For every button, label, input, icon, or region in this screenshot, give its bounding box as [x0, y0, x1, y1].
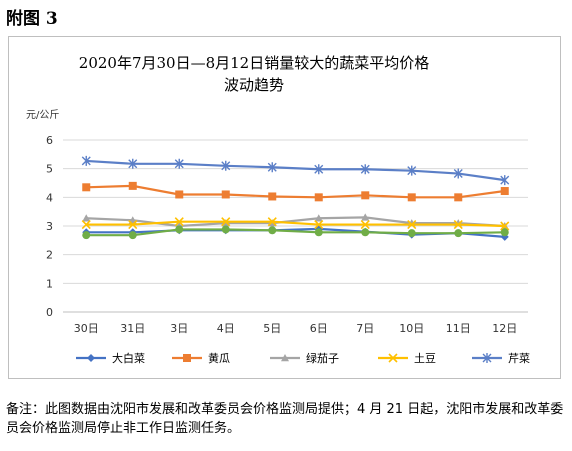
legend-item: 大白菜	[76, 351, 145, 365]
legend-label: 土豆	[414, 352, 436, 365]
data-point	[221, 190, 230, 199]
data-point	[268, 192, 277, 201]
series-triangle	[82, 213, 509, 230]
data-point	[82, 183, 91, 192]
x-tick-label: 5日	[263, 322, 281, 335]
data-point	[314, 164, 324, 175]
data-point	[453, 220, 463, 230]
data-point	[81, 155, 91, 166]
series-lines	[81, 155, 510, 241]
figure-label: 附图 3	[6, 9, 58, 29]
y-tick-label: 2	[46, 249, 53, 262]
y-tick-labels: 0 1 2 3 4 5 6	[46, 134, 53, 319]
legend-label: 黄瓜	[208, 351, 230, 365]
x-tick-label: 4日	[217, 322, 235, 335]
data-point	[314, 228, 323, 237]
x-tick-label: 30日	[74, 322, 99, 335]
data-point	[454, 193, 463, 202]
data-point	[128, 220, 138, 230]
legend-label: 芹菜	[508, 352, 530, 365]
legend-label: 大白菜	[112, 351, 145, 365]
x-tick-label: 12日	[492, 322, 517, 335]
series-x	[81, 217, 510, 231]
data-point	[128, 231, 137, 240]
legend-marker	[87, 354, 95, 362]
data-point	[221, 160, 231, 171]
data-point	[267, 217, 277, 227]
legend: 大白菜黄瓜绿茄子土豆芹菜圆葱	[76, 351, 530, 365]
price-line-chart: 2020年7月30日—8月12日销量较大的蔬菜平均价格 波动趋势 元/公斤 0 1…	[26, 54, 530, 365]
data-point	[175, 190, 184, 199]
series-line	[86, 228, 505, 237]
data-point	[360, 164, 370, 175]
legend-item: 土豆	[378, 352, 436, 365]
y-tick-label: 4	[46, 191, 53, 204]
x-tick-label: 7日	[356, 322, 374, 335]
data-point	[361, 228, 370, 237]
data-point	[314, 193, 323, 202]
data-point	[407, 229, 416, 238]
data-point	[81, 220, 91, 230]
data-point	[221, 217, 231, 227]
data-point	[360, 220, 370, 230]
chart-frame	[8, 36, 561, 379]
y-tick-label: 6	[46, 134, 53, 147]
data-point	[500, 175, 510, 186]
series-line	[86, 159, 505, 182]
series-line	[86, 184, 505, 199]
data-point	[267, 162, 277, 173]
legend-marker	[388, 353, 398, 363]
data-point	[221, 225, 230, 234]
legend-label: 绿茄子	[306, 351, 339, 365]
data-point	[500, 228, 509, 237]
y-tick-label: 1	[46, 277, 53, 290]
y-axis-unit-label: 元/公斤	[26, 109, 59, 121]
data-point	[500, 221, 510, 231]
data-point	[314, 220, 324, 230]
legend-marker	[482, 353, 492, 363]
x-tick-label: 6日	[310, 322, 328, 335]
y-tick-label: 5	[46, 163, 53, 176]
x-tick-label: 3日	[170, 322, 188, 335]
data-point	[82, 231, 91, 240]
series-square	[82, 181, 509, 202]
x-tick-label: 31日	[120, 322, 145, 335]
data-point	[407, 220, 417, 230]
chart-title-line2: 波动趋势	[224, 76, 284, 94]
data-point	[268, 226, 277, 235]
y-tick-label: 3	[46, 220, 53, 233]
series-circle	[82, 225, 509, 240]
data-point	[454, 229, 463, 238]
series-star	[81, 155, 510, 186]
chart-title-line1: 2020年7月30日—8月12日销量较大的蔬菜平均价格	[79, 54, 429, 72]
legend-item: 芹菜	[472, 352, 530, 365]
data-point	[407, 193, 416, 202]
footnote: 备注：此图数据由沈阳市发展和改革委员会价格监测局提供；4 月 21 日起，沈阳市…	[6, 402, 564, 436]
x-tick-label: 11日	[446, 322, 471, 335]
legend-item: 黄瓜	[172, 351, 230, 365]
data-point	[314, 214, 323, 222]
y-tick-label: 0	[46, 306, 53, 319]
data-point	[407, 165, 417, 176]
legend-marker	[183, 354, 191, 362]
data-point	[361, 191, 370, 200]
x-tick-labels: 30日 31日 3日 4日 5日 6日 7日 10日 11日 12日	[74, 322, 518, 335]
data-point	[174, 158, 184, 169]
data-point	[361, 213, 370, 221]
legend-marker	[281, 354, 289, 362]
data-point	[82, 214, 91, 222]
data-point	[128, 181, 137, 190]
data-point	[175, 225, 184, 234]
data-point	[500, 187, 509, 196]
data-point	[174, 217, 184, 227]
legend-item: 绿茄子	[270, 351, 339, 365]
series-line	[86, 220, 505, 228]
data-point	[453, 168, 463, 179]
data-point	[128, 158, 138, 169]
x-tick-label: 10日	[399, 322, 424, 335]
